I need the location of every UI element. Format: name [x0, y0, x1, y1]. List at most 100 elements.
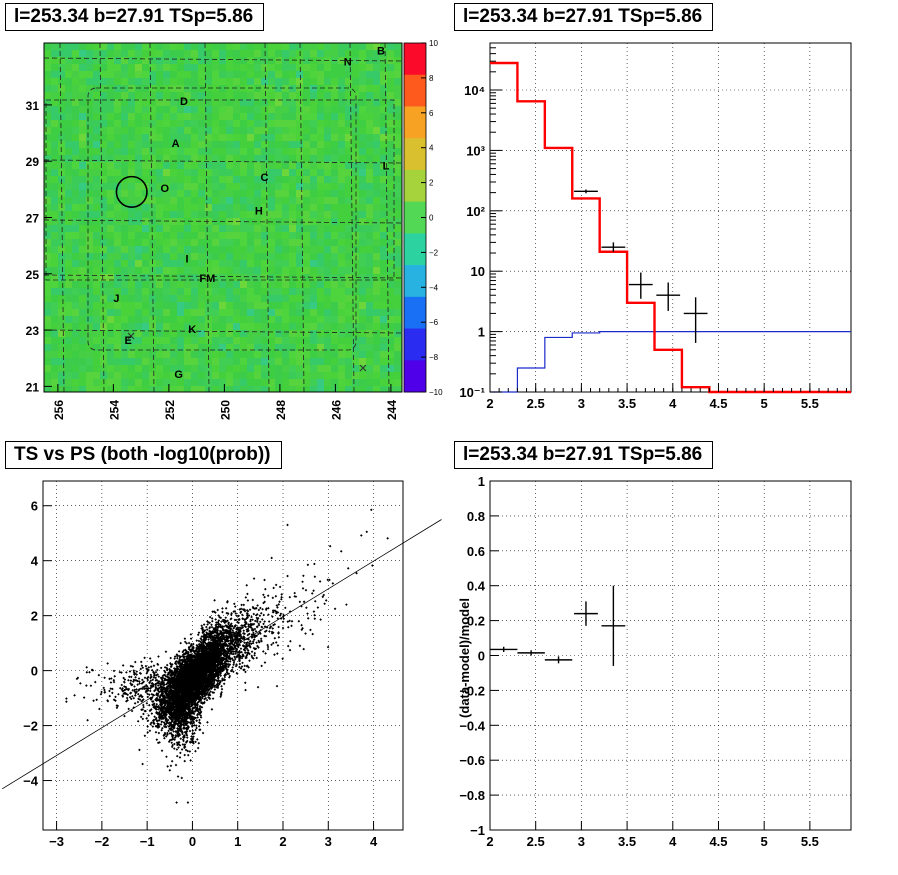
heatmap-cell: [107, 288, 114, 295]
heatmap-cell: [72, 309, 79, 316]
heatmap-cell: [387, 176, 394, 183]
heatmap-cell: [387, 57, 394, 64]
heatmap-cell: [184, 85, 191, 92]
heatmap-cell: [254, 351, 261, 358]
heatmap-cell: [310, 78, 317, 85]
heatmap-cell: [387, 64, 394, 71]
heatmap-cell: [149, 330, 156, 337]
heatmap-cell: [317, 183, 324, 190]
heatmap-cell: [296, 99, 303, 106]
heatmap-cell: [65, 365, 72, 372]
heatmap-cell: [114, 43, 121, 50]
heatmap-cell: [121, 281, 128, 288]
heatmap-cell: [338, 323, 345, 330]
heatmap-cell: [65, 113, 72, 120]
heatmap-cell: [79, 351, 86, 358]
heatmap-cell: [366, 204, 373, 211]
heatmap-cell: [72, 323, 79, 330]
heatmap-cell: [254, 57, 261, 64]
heatmap-cell: [170, 239, 177, 246]
heatmap-cell: [373, 379, 380, 386]
heatmap-cell: [240, 351, 247, 358]
heatmap-cell: [135, 176, 142, 183]
heatmap-cell: [345, 92, 352, 99]
heatmap-cell: [247, 288, 254, 295]
heatmap-cell: [205, 64, 212, 71]
heatmap-cell: [100, 162, 107, 169]
heatmap-cell: [156, 85, 163, 92]
heatmap-cell: [247, 43, 254, 50]
heatmap-cell: [352, 106, 359, 113]
heatmap-cell: [282, 183, 289, 190]
heatmap-cell: [142, 323, 149, 330]
heatmap-cell: [184, 372, 191, 379]
heatmap-cell: [100, 50, 107, 57]
heatmap-cell: [79, 120, 86, 127]
heatmap-cell: [233, 120, 240, 127]
heatmap-cell: [303, 92, 310, 99]
heatmap-cell: [156, 358, 163, 365]
heatmap-cell: [100, 92, 107, 99]
heatmap-cell: [156, 50, 163, 57]
heatmap-cell: [142, 344, 149, 351]
heatmap-cell: [44, 365, 51, 372]
heatmap-cell: [114, 344, 121, 351]
heatmap-cell: [184, 127, 191, 134]
heatmap-cell: [72, 50, 79, 57]
heatmap-cell: [100, 218, 107, 225]
heatmap-cell: [121, 260, 128, 267]
heatmap-cell: [282, 295, 289, 302]
heatmap-cell: [212, 246, 219, 253]
heatmap-cell: [233, 190, 240, 197]
heatmap-cell: [93, 71, 100, 78]
heatmap-contour: [43, 219, 403, 224]
heatmap-cell: [261, 106, 268, 113]
heatmap-cell: [345, 43, 352, 50]
heatmap-cell: [303, 337, 310, 344]
heatmap-cell: [184, 316, 191, 323]
heatmap-cell: [156, 344, 163, 351]
heatmap-cell: [184, 330, 191, 337]
heatmap-cell: [184, 204, 191, 211]
heatmap-cell: [156, 43, 163, 50]
heatmap-cell: [268, 253, 275, 260]
heatmap-cell: [72, 302, 79, 309]
heatmap-cell: [163, 190, 170, 197]
heatmap-cell: [205, 225, 212, 232]
heatmap-cell: [86, 302, 93, 309]
heatmap-cell: [268, 176, 275, 183]
heatmap-cell: [331, 372, 338, 379]
heatmap-cell: [317, 246, 324, 253]
heatmap-cell: [303, 239, 310, 246]
heatmap-cell: [331, 113, 338, 120]
heatmap-cell: [107, 337, 114, 344]
heatmap-cell: [191, 141, 198, 148]
heatmap-cell: [345, 197, 352, 204]
heatmap-cell: [345, 99, 352, 106]
heatmap-cell: [387, 323, 394, 330]
heatmap-cell: [254, 50, 261, 57]
heatmap-cell: [338, 372, 345, 379]
heatmap-cell: [359, 169, 366, 176]
heatmap-cell: [282, 379, 289, 386]
heatmap-cell: [226, 225, 233, 232]
heatmap-cell: [373, 183, 380, 190]
heatmap-cell: [268, 190, 275, 197]
heatmap-cell: [331, 190, 338, 197]
heatmap-cell: [58, 239, 65, 246]
heatmap-cell: [380, 43, 387, 50]
heatmap-cell: [254, 379, 261, 386]
heatmap-cell: [240, 386, 247, 392]
heatmap-cell: [366, 246, 373, 253]
heatmap-cell: [261, 64, 268, 71]
heatmap-cell: [219, 337, 226, 344]
heatmap-cell: [240, 64, 247, 71]
heatmap-cell: [142, 106, 149, 113]
heatmap-cell: [65, 253, 72, 260]
heatmap-cell: [387, 267, 394, 274]
heatmap-cell: [345, 113, 352, 120]
heatmap-cell: [93, 197, 100, 204]
heatmap-cell: [275, 309, 282, 316]
heatmap-cell: [156, 281, 163, 288]
heatmap-cell: [296, 330, 303, 337]
